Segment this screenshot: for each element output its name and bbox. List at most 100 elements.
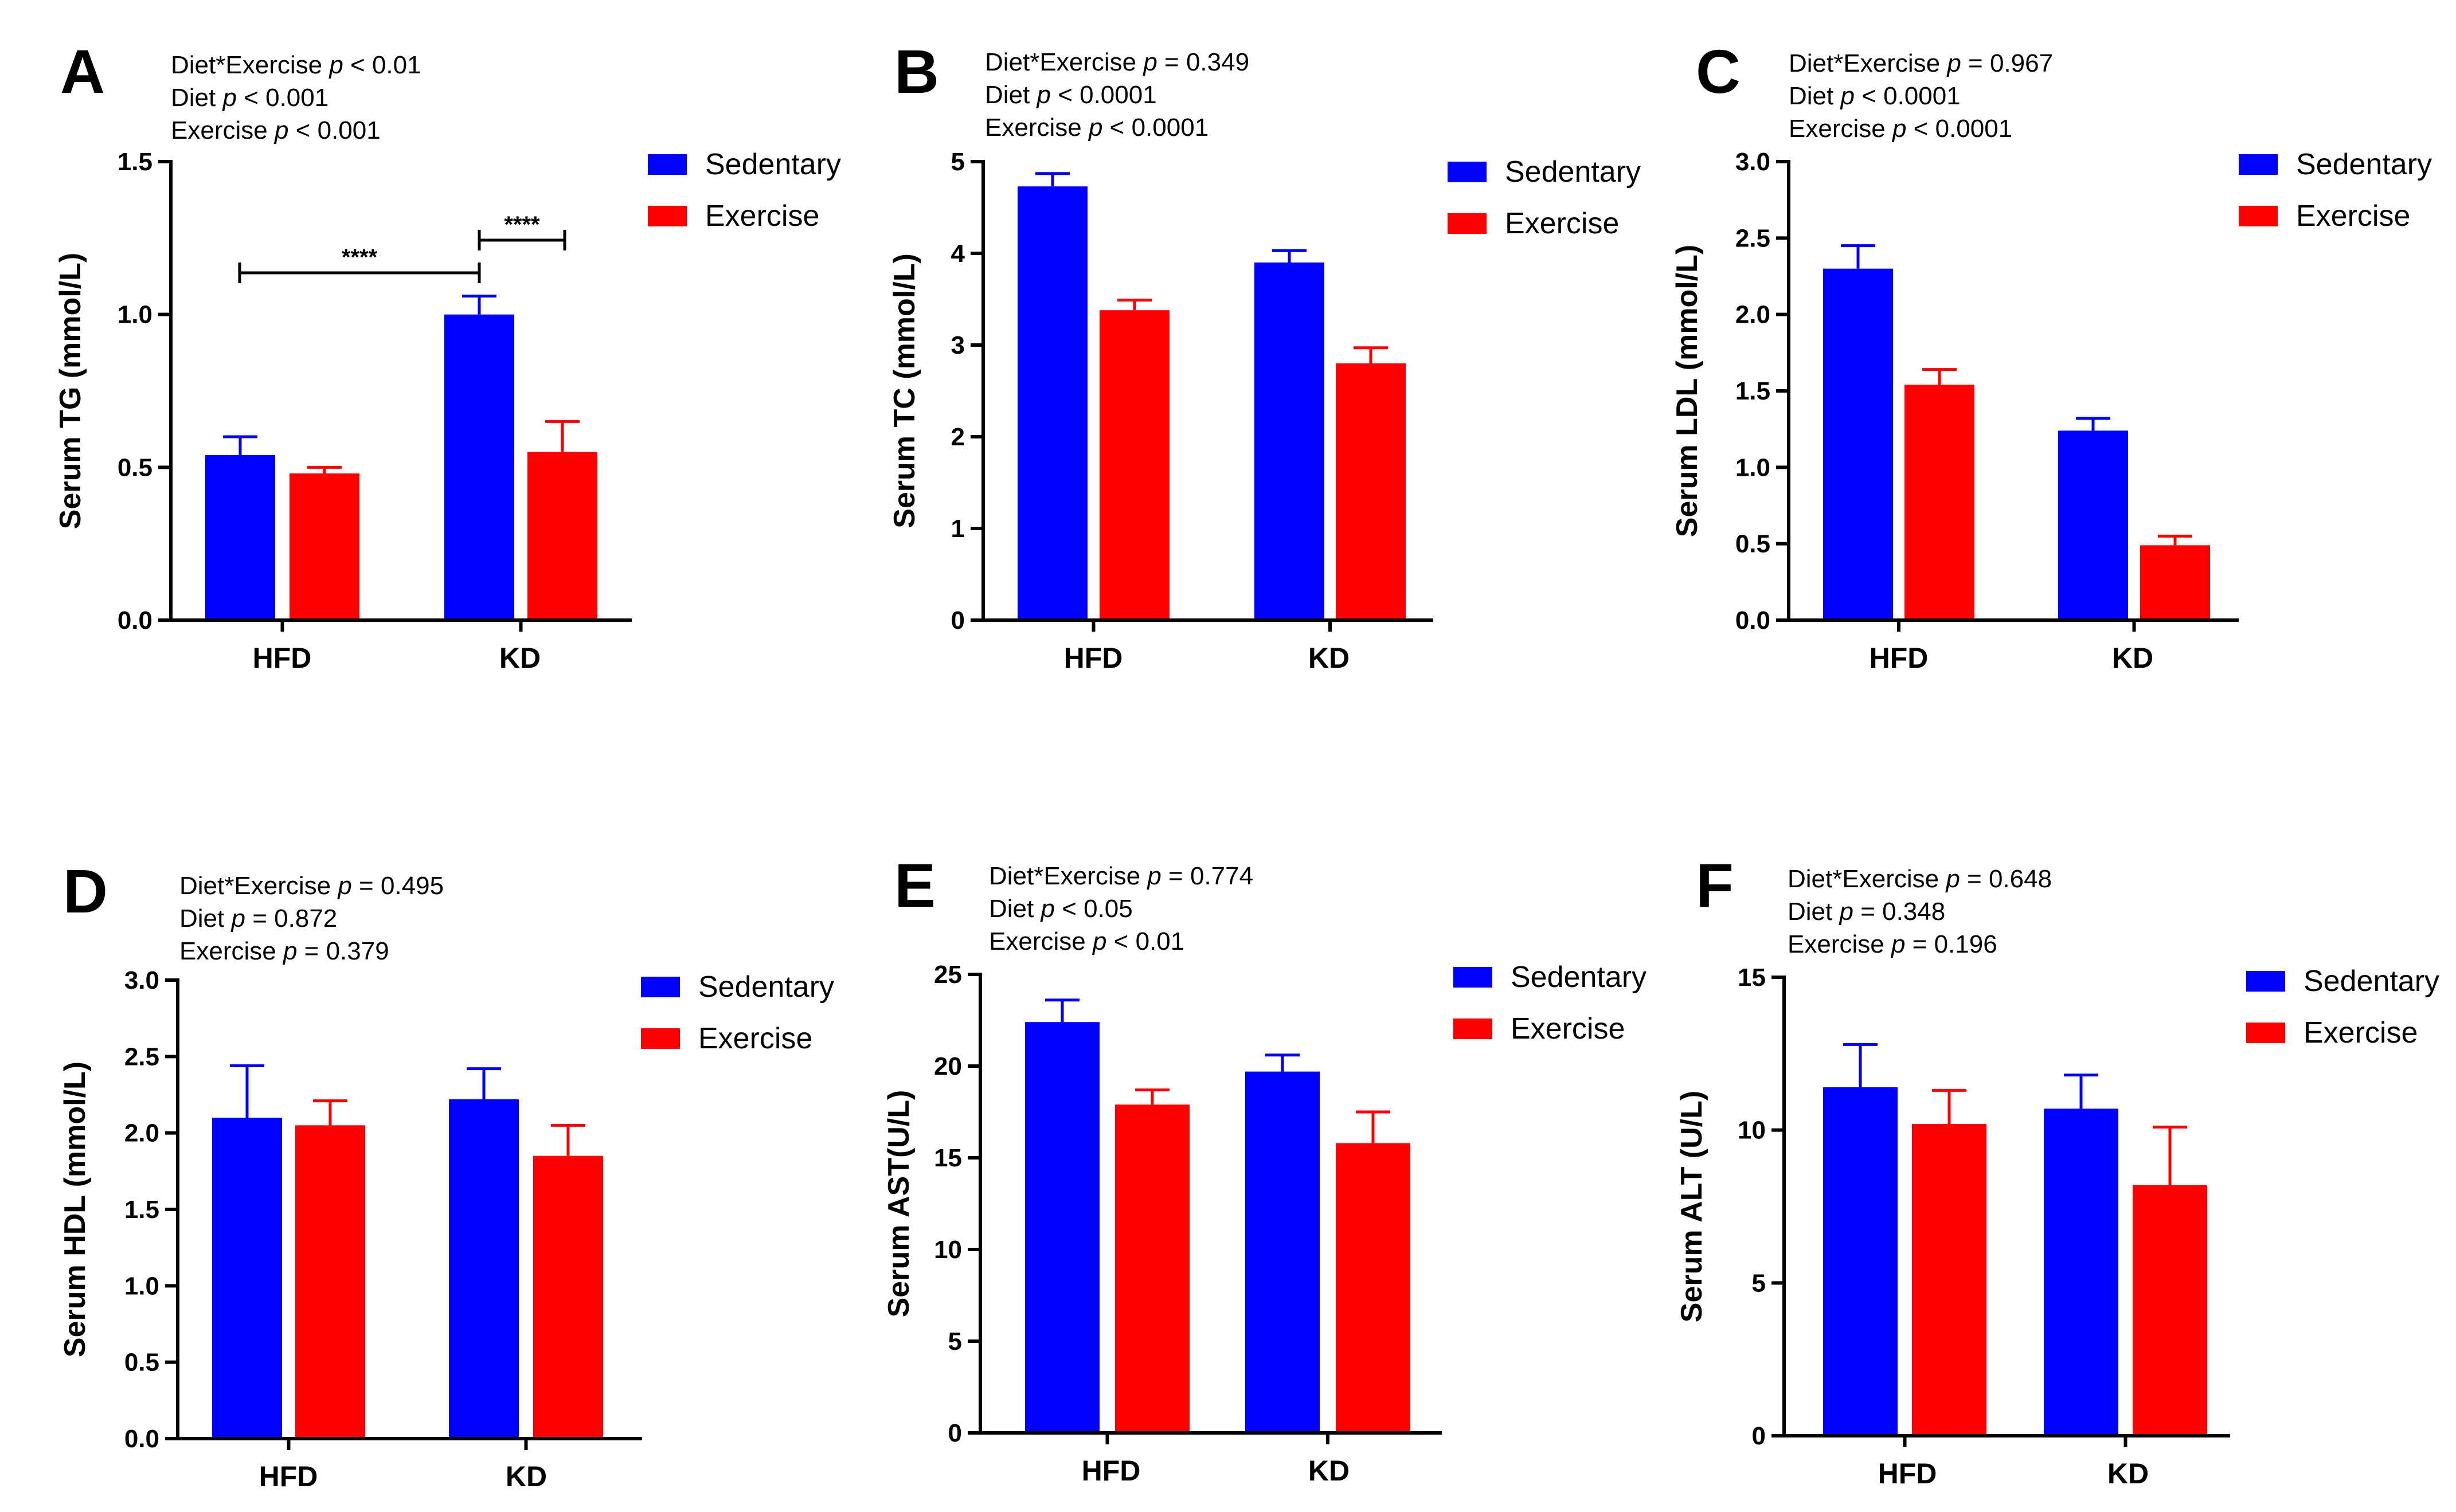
y-tick-label: 2 bbox=[951, 423, 965, 451]
stat-line: Diet p = 0.348 bbox=[1788, 898, 1945, 926]
bar-kd-exercise bbox=[2133, 1185, 2207, 1436]
bar-kd-exercise bbox=[527, 452, 597, 620]
bar-kd-exercise bbox=[1336, 363, 1406, 620]
stat-p-symbol: p bbox=[1035, 81, 1050, 109]
y-axis-title: Serum ALT (U/L) bbox=[1675, 1091, 1708, 1322]
y-axis-title: Serum AST(U/L) bbox=[882, 1090, 916, 1318]
stat-p-symbol: p bbox=[1142, 48, 1157, 76]
x-category-label: HFD bbox=[1870, 642, 1929, 674]
y-tick-label: 25 bbox=[934, 961, 962, 989]
legend-swatch-sedentary bbox=[1448, 162, 1487, 182]
legend-label-exercise: Exercise bbox=[1511, 1012, 1625, 1045]
stat-value: < 0.0001 bbox=[1051, 81, 1157, 109]
stat-value: = 0.348 bbox=[1853, 898, 1945, 926]
y-tick-label: 15 bbox=[1738, 963, 1766, 992]
stat-label: Diet*Exercise bbox=[1789, 49, 1947, 77]
bar-kd-sedentary bbox=[2058, 430, 2128, 620]
stat-line: Diet*Exercise p = 0.648 bbox=[1788, 865, 2052, 893]
bar-kd-sedentary bbox=[1254, 263, 1324, 620]
stat-value: < 0.05 bbox=[1055, 895, 1133, 923]
stat-value: < 0.0001 bbox=[1906, 115, 2012, 143]
y-tick-label: 5 bbox=[951, 148, 965, 176]
legend-swatch-exercise bbox=[648, 206, 687, 226]
bar-kd-exercise bbox=[2140, 545, 2210, 620]
stat-label: Exercise bbox=[1789, 115, 1892, 143]
stat-label: Exercise bbox=[179, 937, 283, 965]
stat-label: Diet*Exercise bbox=[171, 51, 329, 79]
stat-line: Diet p < 0.0001 bbox=[985, 81, 1157, 109]
stat-label: Diet*Exercise bbox=[989, 862, 1147, 890]
stat-line: Diet p = 0.872 bbox=[179, 904, 337, 933]
panel-letter: F bbox=[1696, 851, 1734, 920]
x-category-label: HFD bbox=[1878, 1458, 1937, 1490]
x-category-label: HFD bbox=[253, 642, 312, 674]
stat-line: Exercise p < 0.01 bbox=[989, 927, 1184, 955]
stat-line: Exercise p = 0.379 bbox=[179, 937, 389, 965]
stat-value: < 0.01 bbox=[1106, 927, 1184, 955]
stat-label: Diet*Exercise bbox=[179, 872, 338, 900]
legend-swatch-sedentary bbox=[641, 977, 680, 997]
stat-p-symbol: p bbox=[1088, 113, 1102, 142]
bar-hfd-exercise bbox=[295, 1125, 365, 1439]
panel-letter: A bbox=[60, 37, 105, 106]
stat-label: Diet bbox=[171, 84, 222, 112]
stat-label: Exercise bbox=[171, 116, 275, 144]
stat-line: Exercise p = 0.196 bbox=[1788, 930, 1997, 958]
stat-p-symbol: p bbox=[282, 937, 297, 965]
stat-line: Exercise p < 0.001 bbox=[171, 116, 381, 144]
stat-p-symbol: p bbox=[273, 116, 288, 144]
legend-label-exercise: Exercise bbox=[2296, 199, 2410, 233]
stat-label: Diet bbox=[989, 895, 1041, 923]
y-tick-label: 3 bbox=[951, 331, 965, 359]
x-category-label: HFD bbox=[1064, 642, 1123, 674]
stat-value: = 0.648 bbox=[1960, 865, 2052, 893]
y-tick-label: 0.5 bbox=[118, 453, 152, 481]
bar-kd-exercise bbox=[533, 1155, 603, 1439]
y-tick-label: 3.0 bbox=[124, 966, 159, 994]
stat-line: Diet p < 0.001 bbox=[171, 84, 328, 112]
stat-p-symbol: p bbox=[1039, 895, 1054, 923]
y-tick-label: 1.0 bbox=[124, 1272, 159, 1300]
stat-line: Diet p < 0.05 bbox=[989, 895, 1133, 923]
significance-label: **** bbox=[342, 245, 378, 270]
y-tick-label: 0.5 bbox=[124, 1349, 159, 1377]
stat-line: Diet*Exercise p = 0.774 bbox=[989, 862, 1253, 890]
bar-kd-sedentary bbox=[2044, 1108, 2118, 1436]
x-category-label: KD bbox=[2107, 1458, 2149, 1490]
legend-label-sedentary: Sedentary bbox=[2296, 148, 2432, 181]
bar-hfd-exercise bbox=[1904, 385, 1974, 620]
y-tick-label: 0.0 bbox=[118, 606, 152, 634]
panel-letter: C bbox=[1696, 37, 1741, 106]
legend-swatch-sedentary bbox=[2246, 971, 2285, 992]
y-tick-label: 5 bbox=[1752, 1269, 1766, 1297]
stat-line: Diet*Exercise p = 0.349 bbox=[985, 48, 1249, 76]
panel-letter: D bbox=[63, 856, 108, 926]
stat-label: Diet bbox=[179, 904, 231, 933]
bar-hfd-exercise bbox=[1115, 1104, 1190, 1433]
y-axis-title: Serum TG (mmol/L) bbox=[54, 253, 87, 529]
y-tick-label: 1.0 bbox=[1735, 453, 1770, 481]
y-tick-label: 1.0 bbox=[118, 301, 152, 329]
y-tick-label: 2.0 bbox=[1735, 301, 1770, 329]
legend-label-sedentary: Sedentary bbox=[2304, 965, 2439, 998]
panel-f: F Diet*Exercise p = 0.648 Diet p = 0.348 Ex… bbox=[1675, 851, 2439, 1490]
stat-line: Diet*Exercise p = 0.495 bbox=[179, 872, 444, 900]
legend-swatch-sedentary bbox=[2239, 154, 2278, 175]
y-tick-label: 1 bbox=[951, 515, 965, 543]
stat-p-symbol: p bbox=[1839, 82, 1854, 110]
stat-value: < 0.001 bbox=[288, 116, 380, 144]
stat-value: < 0.0001 bbox=[1102, 113, 1209, 142]
bar-hfd-exercise bbox=[1912, 1124, 1986, 1436]
stat-value: = 0.349 bbox=[1157, 48, 1249, 76]
stat-value: < 0.0001 bbox=[1855, 82, 1961, 110]
legend-swatch-exercise bbox=[1448, 213, 1487, 234]
bar-kd-sedentary bbox=[1245, 1071, 1320, 1433]
bar-hfd-sedentary bbox=[1823, 1087, 1898, 1436]
panel-e: E Diet*Exercise p = 0.774 Diet p < 0.05 Exe… bbox=[882, 851, 1647, 1487]
legend-label-exercise: Exercise bbox=[705, 199, 819, 233]
stat-label: Exercise bbox=[989, 927, 1093, 955]
stat-p-symbol: p bbox=[1146, 862, 1161, 890]
legend-label-sedentary: Sedentary bbox=[1511, 961, 1647, 994]
bar-kd-sedentary bbox=[444, 314, 514, 620]
